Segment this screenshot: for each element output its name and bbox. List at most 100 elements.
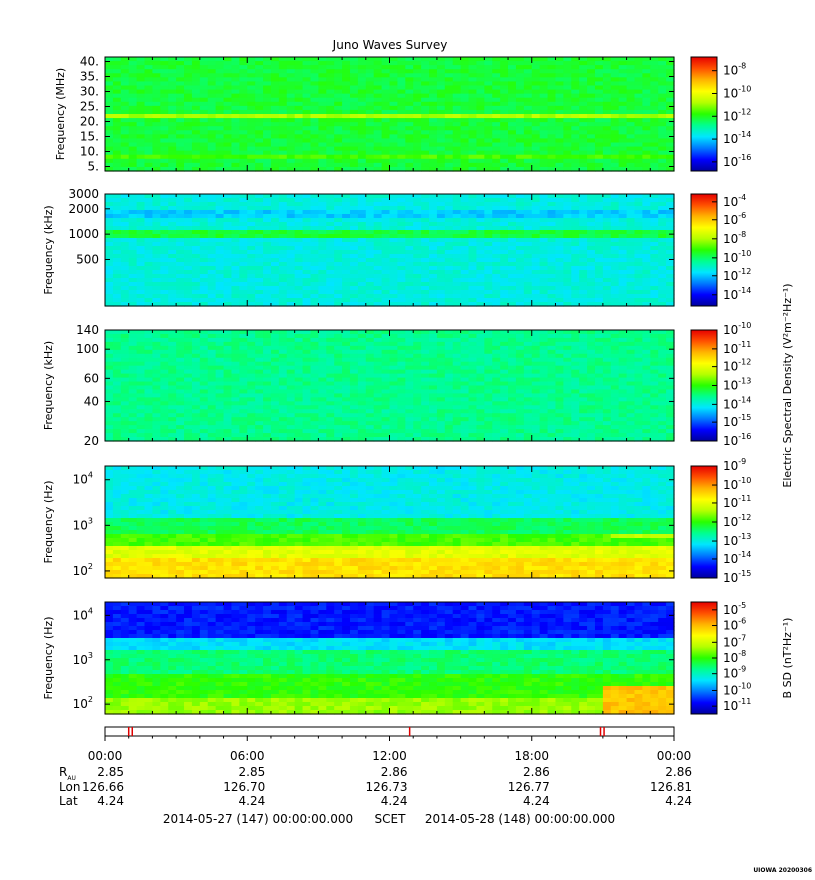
heatmap-cell bbox=[270, 101, 280, 107]
heatmap-cell bbox=[349, 118, 359, 123]
heatmap-cell bbox=[531, 294, 541, 299]
heatmap-cell bbox=[191, 278, 201, 283]
heatmap-cell bbox=[302, 114, 312, 119]
heatmap-cell bbox=[294, 238, 304, 243]
heatmap-cell bbox=[429, 85, 438, 91]
heatmap-cell bbox=[658, 166, 667, 172]
heatmap-cell bbox=[231, 146, 240, 152]
heatmap-cell bbox=[405, 154, 414, 160]
heatmap-cell bbox=[476, 114, 485, 119]
heatmap-cell bbox=[381, 134, 391, 140]
heatmap-cell bbox=[626, 286, 636, 291]
heatmap-cell bbox=[444, 250, 454, 255]
heatmap-cell bbox=[184, 97, 193, 103]
heatmap-cell bbox=[658, 85, 667, 91]
heatmap-cell bbox=[634, 202, 643, 207]
heatmap-cell bbox=[610, 286, 620, 291]
heatmap-cell bbox=[152, 122, 161, 127]
heatmap-cell bbox=[176, 258, 185, 263]
heatmap-cell bbox=[255, 89, 264, 95]
heatmap-cell bbox=[452, 126, 462, 131]
heatmap-cell bbox=[500, 254, 509, 259]
heatmap-cell bbox=[342, 258, 351, 263]
heatmap-cell bbox=[342, 162, 351, 168]
heatmap-cell bbox=[508, 69, 517, 74]
heatmap-cell bbox=[247, 206, 256, 211]
heatmap-cell bbox=[247, 154, 256, 160]
heatmap-cell bbox=[460, 77, 470, 83]
heatmap-cell bbox=[286, 214, 296, 219]
heatmap-cell bbox=[429, 254, 438, 259]
heatmap-cell bbox=[429, 93, 438, 99]
heatmap-cell bbox=[278, 222, 288, 227]
heatmap-cell bbox=[247, 81, 256, 87]
heatmap-cell bbox=[421, 89, 430, 95]
heatmap-cell bbox=[207, 262, 217, 267]
heatmap-cell bbox=[531, 118, 541, 123]
heatmap-cell bbox=[650, 206, 659, 211]
heatmap-cell bbox=[476, 270, 485, 275]
heatmap-cell bbox=[555, 122, 564, 127]
heatmap-cell bbox=[112, 298, 122, 303]
heatmap-cell bbox=[460, 274, 470, 279]
heatmap-cell bbox=[191, 105, 201, 111]
heatmap-cell bbox=[310, 234, 319, 239]
heatmap-cell bbox=[120, 337, 130, 343]
heatmap-cell bbox=[176, 109, 185, 115]
heatmap-cell bbox=[429, 150, 438, 156]
heatmap-cell bbox=[515, 302, 525, 307]
heatmap-cell bbox=[531, 138, 541, 144]
heatmap-cell bbox=[373, 286, 383, 291]
heatmap-cell bbox=[476, 61, 485, 66]
heatmap-cell bbox=[294, 109, 304, 115]
heatmap-cell bbox=[429, 357, 438, 363]
heatmap-cell bbox=[571, 206, 580, 211]
heatmap-cell bbox=[294, 294, 304, 299]
heatmap-cell bbox=[476, 105, 485, 111]
heatmap-cell bbox=[508, 274, 517, 279]
heatmap-cell bbox=[263, 57, 272, 62]
heatmap-cell bbox=[136, 154, 146, 160]
heatmap-cell bbox=[365, 266, 375, 271]
heatmap-cell bbox=[365, 286, 375, 291]
heatmap-cell bbox=[357, 138, 367, 144]
heatmap-cell bbox=[334, 226, 343, 231]
heatmap-cell bbox=[239, 369, 248, 375]
heatmap-cell bbox=[247, 130, 256, 135]
heatmap-cell bbox=[468, 202, 478, 207]
heatmap-cell bbox=[421, 258, 430, 263]
heatmap-cell bbox=[373, 330, 383, 335]
heatmap-cell bbox=[357, 282, 367, 287]
heatmap-cell bbox=[349, 57, 359, 62]
heatmap-cell bbox=[191, 333, 201, 339]
heatmap-cell bbox=[405, 254, 414, 259]
heatmap-cell bbox=[239, 250, 248, 255]
heatmap-cell bbox=[642, 158, 651, 164]
heatmap-cell bbox=[634, 109, 643, 115]
heatmap-cell bbox=[523, 290, 533, 295]
heatmap-cell bbox=[389, 130, 398, 135]
heatmap-cell bbox=[207, 118, 217, 123]
heatmap-cell bbox=[255, 234, 264, 239]
heatmap-cell bbox=[373, 369, 383, 375]
heatmap-cell bbox=[381, 69, 391, 74]
heatmap-cell bbox=[413, 166, 422, 172]
heatmap-cell bbox=[555, 369, 564, 375]
heatmap-cell bbox=[112, 194, 122, 199]
heatmap-cell bbox=[342, 198, 351, 203]
heatmap-cell bbox=[500, 61, 509, 66]
heatmap-cell bbox=[278, 290, 288, 295]
heatmap-cell bbox=[294, 65, 304, 70]
heatmap-cell bbox=[176, 65, 185, 70]
heatmap-cell bbox=[666, 69, 675, 74]
heatmap-cell bbox=[634, 234, 643, 239]
heatmap-cell bbox=[460, 286, 470, 291]
heatmap-cell bbox=[381, 262, 391, 267]
heatmap-cell bbox=[460, 65, 470, 70]
heatmap-cell bbox=[191, 337, 201, 343]
heatmap-cell bbox=[594, 246, 604, 251]
heatmap-cell bbox=[152, 101, 161, 107]
heatmap-cell bbox=[539, 154, 549, 160]
heatmap-cell bbox=[357, 357, 367, 363]
heatmap-cell bbox=[310, 361, 319, 367]
